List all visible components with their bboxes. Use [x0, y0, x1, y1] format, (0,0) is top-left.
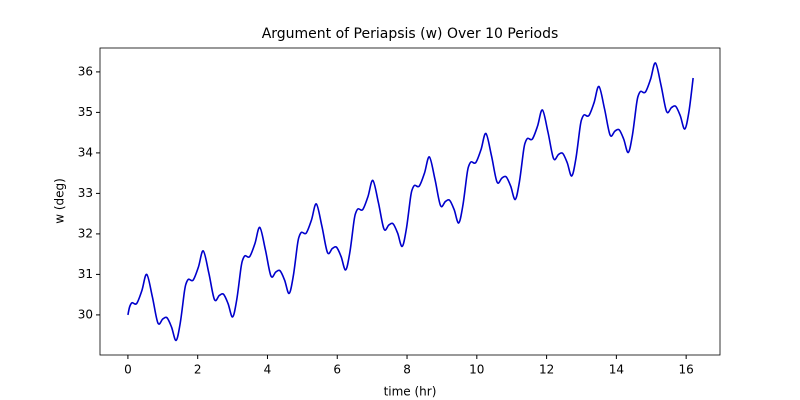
y-tick-label: 31 — [78, 267, 93, 281]
chart-title: Argument of Periapsis (w) Over 10 Period… — [262, 26, 559, 42]
data-line — [127, 62, 694, 342]
x-tick-label: 10 — [469, 363, 484, 377]
x-tick-label: 14 — [609, 363, 624, 377]
plot-frame — [99, 47, 721, 356]
x-tick-label: 4 — [264, 363, 272, 377]
y-tick-label: 36 — [78, 64, 93, 78]
x-tick-label: 12 — [539, 363, 554, 377]
x-tick-label: 2 — [194, 363, 202, 377]
y-tick-label: 34 — [78, 145, 93, 159]
x-tick-label: 6 — [333, 363, 341, 377]
x-tick-label: 8 — [403, 363, 411, 377]
x-tick-label: 16 — [679, 363, 694, 377]
y-tick-label: 33 — [78, 186, 93, 200]
x-axis-label: time (hr) — [384, 385, 437, 399]
y-tick-label: 30 — [78, 307, 93, 321]
y-axis-label: w (deg) — [53, 178, 67, 224]
y-tick-label: 35 — [78, 105, 93, 119]
x-tick-label: 0 — [124, 363, 132, 377]
y-tick-label: 32 — [78, 226, 93, 240]
